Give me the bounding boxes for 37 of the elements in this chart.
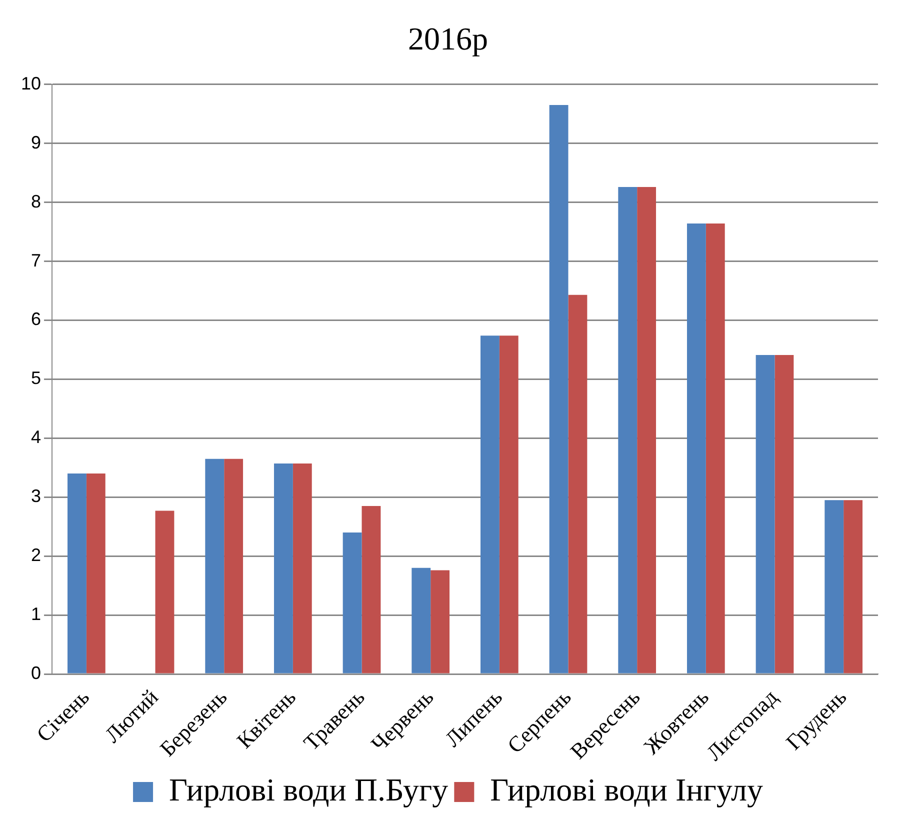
bar — [686, 224, 706, 674]
y-tick-label: 9 — [31, 132, 42, 152]
y-tick-label: 5 — [31, 368, 42, 388]
y-tick-label: 4 — [31, 427, 42, 448]
bar — [362, 506, 381, 674]
bar — [412, 568, 431, 674]
bar — [844, 500, 863, 674]
bar — [549, 105, 568, 674]
bar — [224, 458, 244, 674]
bar — [480, 336, 500, 674]
bar — [618, 186, 638, 674]
y-tick-label: 8 — [31, 191, 42, 212]
bar — [637, 186, 656, 674]
bar — [68, 474, 86, 674]
y-tick-label: 1 — [31, 604, 42, 624]
bar — [274, 464, 293, 674]
y-tick-label: 10 — [20, 73, 42, 94]
y-tick-label: 0 — [31, 663, 42, 684]
bar — [499, 336, 518, 674]
legend-label: Гирлові води Інгулу — [490, 771, 763, 808]
bar — [824, 500, 844, 674]
bar — [155, 510, 174, 674]
bar — [774, 355, 794, 674]
y-tick-label: 2 — [31, 545, 42, 566]
y-tick-label: 3 — [31, 486, 42, 506]
bar — [205, 458, 224, 674]
bar — [342, 532, 362, 674]
legend-label: Гирлові води П.Бугу — [169, 771, 448, 808]
bar — [756, 355, 775, 674]
y-tick-label: 6 — [31, 309, 42, 330]
y-tick-label: 7 — [31, 250, 42, 270]
chart-title: 2016р — [408, 20, 488, 57]
bar — [86, 474, 106, 674]
bar — [568, 294, 588, 674]
bar — [706, 224, 725, 674]
bar — [292, 464, 312, 674]
bar — [430, 570, 450, 674]
